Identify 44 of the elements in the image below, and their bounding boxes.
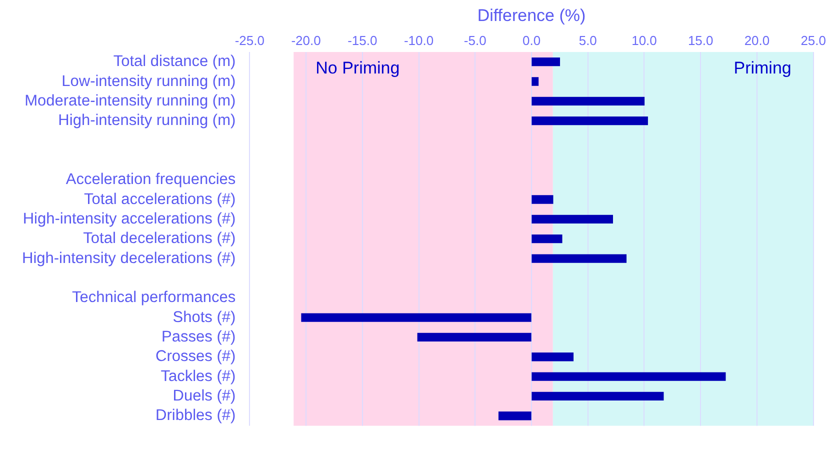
y-tick-label: Tackles (#) [160,368,236,385]
band-label: Priming [734,58,792,78]
band-label: No Priming [316,58,400,78]
y-tick-label: Passes (#) [162,328,236,346]
x-tick-label: -5.0 [464,32,486,48]
y-tick-label: Crosses (#) [156,348,236,366]
x-tick-label: 20.0 [744,32,770,48]
bar [532,77,539,86]
y-tick-label: Shots (#) [172,308,236,326]
y-tick-label: Total accelerations (#) [84,190,236,208]
x-tick-label: -15.0 [348,32,378,48]
bar [532,195,554,204]
y-tick-label: Technical performances [72,289,236,306]
x-tick-label: 25.0 [800,32,826,48]
bar [532,58,560,66]
y-tick-label: Moderate-intensity running (m) [24,92,236,110]
x-tick-label: 15.0 [688,32,714,48]
x-tick-label: 5.0 [578,32,597,48]
y-tick-label: Low-intensity running (m) [62,72,236,90]
bar [498,412,532,420]
y-tick-label: Dribbles (#) [156,407,236,424]
bar [417,332,532,342]
x-axis-title: Difference (%) [477,6,586,25]
bar [532,254,627,263]
x-tick-label: 10.0 [632,32,657,48]
y-tick-label: High-intensity running (m) [58,112,236,130]
y-tick-label: High-intensity decelerations (#) [22,250,236,267]
bar [532,96,645,106]
bar [532,234,562,244]
y-tick-label: High-intensity accelerations (#) [22,210,236,228]
y-tick-label: Total decelerations (#) [83,230,236,248]
y-tick-label: Duels (#) [172,387,236,404]
bar [532,372,726,381]
x-tick-label: -10.0 [404,32,434,48]
bar [532,392,664,401]
x-tick-label: -25.0 [234,32,264,48]
x-tick-label: -20.0 [291,32,321,48]
x-tick-label: 0.0 [522,32,541,48]
bar [532,116,648,126]
bar [532,214,614,224]
bar [301,313,532,322]
bar [532,352,574,362]
y-tick-label: Total distance (m) [113,53,236,70]
y-tick-label: Acceleration frequencies [66,171,236,188]
